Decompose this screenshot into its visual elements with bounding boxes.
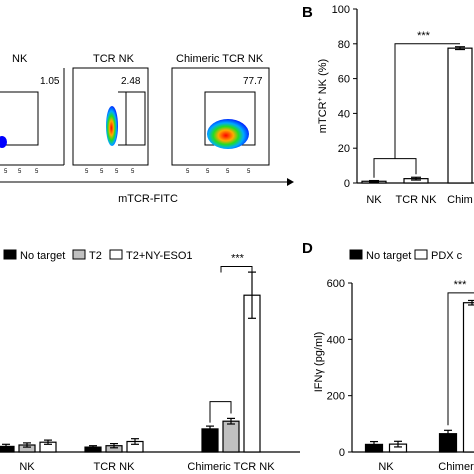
legend: No target PDX c xyxy=(349,249,463,262)
legend-swatch xyxy=(349,249,363,260)
panel-label-d: D xyxy=(302,240,313,257)
x-tick-label: TCR NK xyxy=(396,194,438,206)
x-tick-labels: NK Chimeric xyxy=(378,461,474,473)
panel-label-b: B xyxy=(302,4,313,21)
x-tick-labels: NK TCR NK Chimeric TCR NK xyxy=(19,461,275,473)
gate-percent: 1.05 xyxy=(40,76,60,87)
tick-label: 5 xyxy=(35,169,39,175)
tick-label: 5 xyxy=(186,169,190,175)
y-tick-label: 400 xyxy=(327,334,345,346)
bar xyxy=(462,302,474,453)
significance-bracket xyxy=(394,43,460,159)
y-tick-label: 0 xyxy=(344,178,350,190)
legend-label: T2 xyxy=(89,250,102,262)
event-cloud xyxy=(0,136,7,148)
panel-a: NK TCR NK Chimeric TCR NK 1.05 5 5 5 2.4… xyxy=(0,53,294,205)
event-cloud xyxy=(106,106,118,146)
flow-plot-chimeric: 77.7 5 5 5 5 xyxy=(171,67,270,175)
gate xyxy=(204,91,256,146)
group-bracket xyxy=(209,401,232,423)
legend-label: No target xyxy=(366,250,411,262)
legend-swatch xyxy=(72,249,86,260)
panel-c: No target T2 T2+NY-ESO1 *** NK TCR NK Chimer… xyxy=(0,249,300,473)
flow-title-chimeric: Chimeric TCR NK xyxy=(176,53,264,65)
tick-label: 5 xyxy=(115,169,119,175)
tick-label: 5 xyxy=(100,169,104,175)
flow-title-tcr-nk: TCR NK xyxy=(93,53,135,65)
y-axis-label: IFNγ (pg/ml) xyxy=(313,332,325,393)
gate xyxy=(118,91,127,146)
bar xyxy=(222,420,240,453)
bars: *** xyxy=(361,30,473,184)
legend-label: No target xyxy=(20,250,65,262)
legend-swatch xyxy=(3,249,17,260)
legend-swatch xyxy=(414,249,428,260)
panel-d: D No target PDX c 0 200 400 600 *** NK Chimer… xyxy=(302,240,474,473)
gate xyxy=(0,91,39,146)
group-bracket xyxy=(373,158,417,178)
x-tick-label: Chim xyxy=(447,194,473,206)
tick-label: 5 xyxy=(226,169,230,175)
y-tick-label: 200 xyxy=(327,391,345,403)
tick-label: 5 xyxy=(85,169,89,175)
legend-label: T2+NY-ESO1 xyxy=(126,250,193,262)
significance-bracket xyxy=(220,266,253,273)
y-tick-label: 60 xyxy=(338,74,350,86)
x-tick-labels: NK TCR NK Chim xyxy=(366,194,472,206)
event-cloud xyxy=(207,119,249,149)
significance-label: *** xyxy=(231,253,245,265)
bar xyxy=(0,445,15,453)
tick-label: 5 xyxy=(18,169,22,175)
x-tick-label: NK xyxy=(19,461,35,473)
tick-label: 5 xyxy=(4,169,8,175)
x-tick-label: TCR NK xyxy=(94,461,136,473)
y-axis: 0 20 40 60 80 100 xyxy=(332,4,474,190)
tick-label: 5 xyxy=(206,169,210,175)
flow-plot-tcr-nk: 2.48 5 5 5 5 xyxy=(72,67,149,175)
gate-percent: 77.7 xyxy=(243,76,263,87)
flow-plot-nk: 1.05 5 5 5 xyxy=(0,68,65,175)
significance-bracket xyxy=(447,292,474,426)
y-tick-label: 20 xyxy=(338,143,350,155)
y-axis-label: mTCR+ NK (%) xyxy=(317,59,329,133)
significance-label: *** xyxy=(417,30,431,42)
bars: *** xyxy=(364,279,474,453)
bars: *** xyxy=(0,253,300,453)
legend-swatch xyxy=(109,249,123,260)
legend-label: PDX c xyxy=(431,250,463,262)
y-tick-label: 40 xyxy=(338,108,350,120)
flow-title-nk: NK xyxy=(12,53,28,65)
gate-percent: 2.48 xyxy=(121,76,141,87)
x-tick-label: NK xyxy=(366,194,382,206)
y-tick-label: 100 xyxy=(332,4,350,16)
arrow-head xyxy=(287,178,294,186)
y-tick-label: 80 xyxy=(338,39,350,51)
x-axis-label: mTCR-FITC xyxy=(118,193,178,205)
tick-label: 5 xyxy=(131,169,135,175)
significance-label: *** xyxy=(454,279,468,291)
panel-b: B 0 20 40 60 80 100 *** NK TCR NK Chim mTCR+ NK… xyxy=(302,4,474,206)
legend: No target T2 T2+NY-ESO1 xyxy=(3,249,193,262)
bar xyxy=(447,47,473,184)
x-tick-label: Chimeric xyxy=(438,461,474,473)
y-axis: 0 200 400 600 xyxy=(327,278,474,459)
tick-label: 5 xyxy=(247,169,251,175)
bar xyxy=(201,428,219,453)
y-tick-label: 0 xyxy=(339,447,345,459)
x-tick-label: NK xyxy=(378,461,394,473)
y-tick-label: 600 xyxy=(327,278,345,290)
x-tick-label: Chimeric TCR NK xyxy=(187,461,275,473)
